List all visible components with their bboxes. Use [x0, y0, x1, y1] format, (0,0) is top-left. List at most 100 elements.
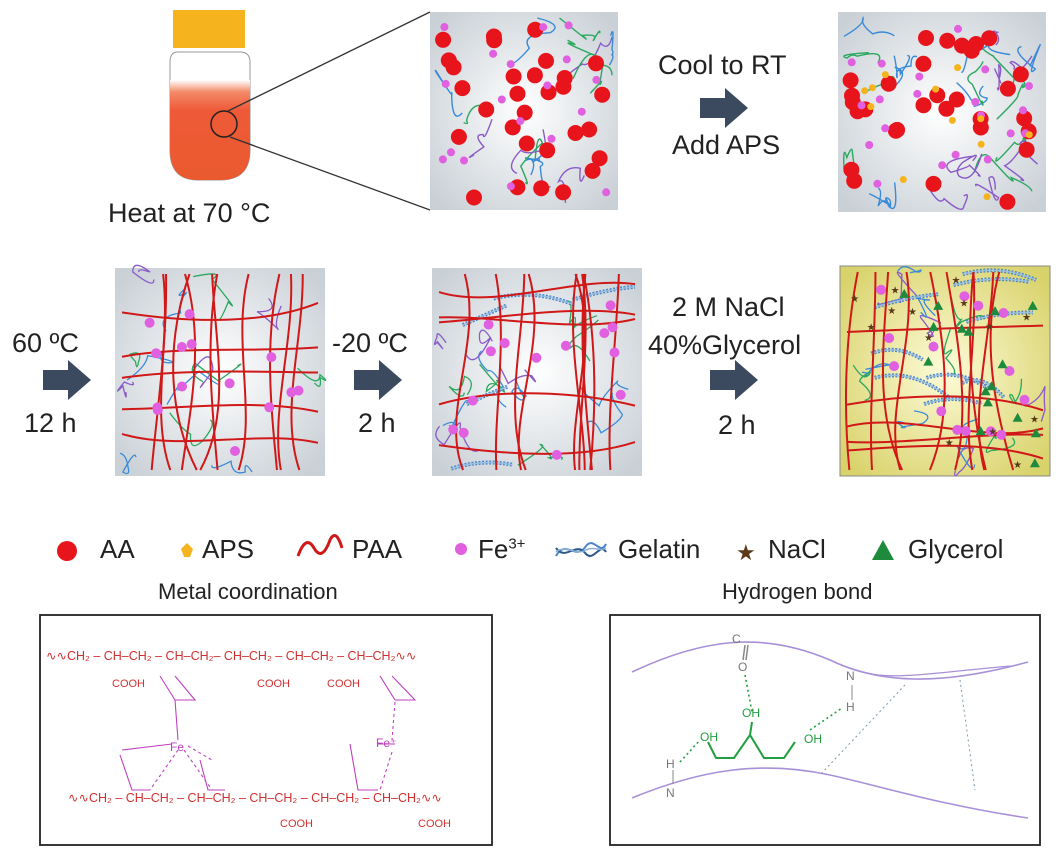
fe-ion [438, 155, 447, 164]
aps-initiator [868, 84, 876, 92]
nacl-star: ★ [867, 323, 876, 334]
step3-time-label: 2 h [718, 410, 756, 440]
glycerol-triangle [923, 356, 934, 366]
zoom-line-top [227, 11, 431, 112]
gelatin-helix [961, 379, 1005, 398]
fe-plus-label: Fe⁺ [376, 736, 397, 750]
polymer-chain [119, 452, 137, 475]
paa-chain [572, 273, 586, 471]
glycerol-triangle [899, 288, 910, 298]
aps-initiator [948, 116, 956, 124]
add-aps-label: Add APS [672, 130, 781, 160]
box-after-aps [838, 12, 1046, 212]
metal-coordination-panel [39, 614, 493, 846]
paa-chain [967, 271, 976, 471]
aa-monomer [1018, 141, 1035, 158]
glycerol-triangle [1027, 300, 1038, 310]
vial [169, 10, 431, 211]
fe-ion [489, 49, 498, 58]
polymer-chain [946, 155, 981, 177]
aa-monomer [555, 184, 572, 201]
fe-ion [547, 134, 556, 143]
nacl-star: ★ [1013, 460, 1022, 471]
fe-crosslink [186, 339, 197, 350]
carbon-label: C [732, 632, 741, 646]
polymer-chain [468, 118, 493, 159]
cooh-label: COOH [418, 818, 451, 830]
paa-symbol-icon [296, 534, 344, 557]
polymer-chain [852, 364, 872, 402]
nacl-star: ★ [908, 307, 917, 318]
zoom-line-bottom [229, 136, 431, 211]
aa-monomer [527, 21, 544, 38]
paa-chain [573, 273, 586, 471]
legend-fe: Fe3+ [478, 534, 525, 565]
box-polymerized [115, 264, 327, 476]
polymer-chain [956, 82, 988, 108]
paa-chain [172, 273, 198, 471]
hydrogen-label: H [666, 757, 675, 771]
polymer-chain [897, 266, 922, 274]
glycerol-triangle [1012, 412, 1023, 422]
aa-monomer [981, 30, 998, 47]
nacl-symbol-icon: ★ [736, 541, 756, 566]
aps-initiator [954, 64, 962, 72]
fe-crosslink [485, 346, 496, 357]
polymer-chain [520, 138, 544, 185]
nacl-star: ★ [1022, 312, 1031, 323]
aa-monomer [540, 84, 557, 101]
arrow-icon [43, 360, 91, 400]
fe-ion [857, 101, 866, 110]
fe-ion [1025, 82, 1033, 90]
heat-label: Heat at 70 °C [108, 198, 271, 228]
aps-initiator [899, 176, 907, 183]
fe-crosslink [936, 406, 947, 417]
polymer-chain [843, 15, 895, 37]
paa-chain [160, 273, 172, 471]
paa-chain [846, 324, 1044, 333]
bottom-chain-formula: ∿∿CH₂ – CH–CH₂ – CH–CH₂ – CH–CH₂ – CH–CH… [68, 791, 442, 805]
fe-crosslink [448, 424, 459, 435]
paa-chain [180, 273, 197, 471]
polymer-chain [435, 422, 480, 452]
fe-crosslink [560, 340, 571, 351]
nacl-star: ★ [850, 294, 859, 305]
box-soaked: ★ ★ ★ ★ ★ ★ ★ ★ ★ ★ ★ ★ ★ ★ [839, 265, 1051, 477]
vial-liquid [170, 80, 250, 180]
fe-crosslink [1004, 366, 1015, 376]
step3-glycerol-label: 40%Glycerol [648, 330, 802, 360]
aa-monomer [555, 78, 572, 95]
legend-gelatin: Gelatin [618, 534, 701, 564]
polymer-chain [193, 273, 233, 320]
aa-monomer [516, 104, 533, 121]
hydroxyl-label: OH [700, 730, 718, 744]
aps-initiator [932, 85, 940, 93]
aps-initiator [977, 115, 985, 123]
aa-monomer [1012, 66, 1029, 83]
glycerol-triangle [1030, 428, 1041, 438]
paa-chain [121, 432, 319, 444]
paa-chain [846, 421, 1044, 435]
fe-crosslink [483, 319, 494, 330]
polymer-chain [877, 271, 920, 306]
gelatin-helix [953, 278, 1030, 286]
fe-ion [564, 21, 573, 30]
aa-monomer [842, 72, 859, 89]
legend-aps: APS [202, 534, 255, 564]
aps-initiator [977, 140, 985, 148]
step3-salt-label: 2 M NaCl [672, 292, 785, 322]
cooh-label: COOH [327, 678, 360, 690]
fe-ion [881, 124, 890, 133]
fe-crosslink [876, 284, 887, 295]
paa-chain [846, 444, 1044, 460]
paa-chain [928, 271, 946, 471]
cool-label: Cool to RT [658, 50, 787, 80]
paa-chain [582, 273, 596, 471]
fe-ion [441, 79, 450, 88]
polymer-chain [996, 73, 1026, 120]
gelatin-helix [451, 461, 513, 470]
aa-monomer [588, 55, 604, 72]
paa-chain [945, 271, 964, 471]
nacl-star: ★ [1030, 414, 1039, 425]
nacl-star: ★ [985, 322, 994, 333]
